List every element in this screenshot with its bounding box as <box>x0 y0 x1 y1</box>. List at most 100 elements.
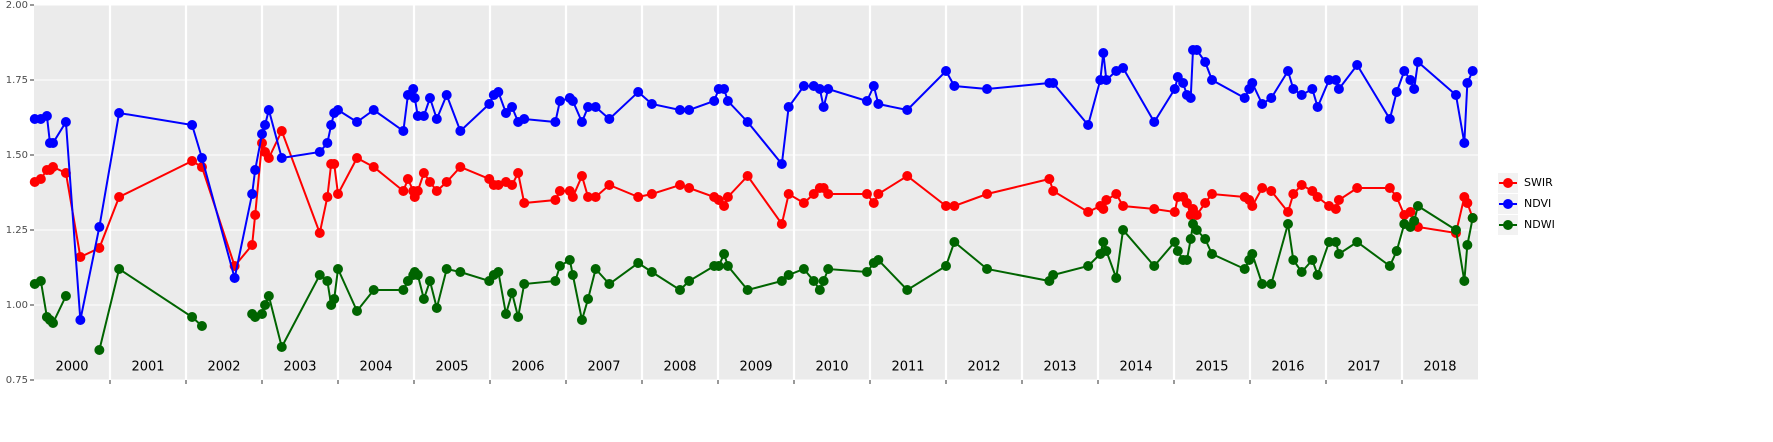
point <box>507 180 518 190</box>
point <box>187 156 198 166</box>
legend-label: NDVI <box>1524 197 1551 210</box>
point <box>326 120 337 130</box>
y-tick-label: 1.50 <box>6 150 28 161</box>
point <box>1384 261 1395 271</box>
point <box>333 264 343 274</box>
point <box>646 189 657 199</box>
point <box>431 114 442 124</box>
point <box>329 159 340 169</box>
point <box>1169 237 1180 247</box>
point <box>1462 198 1473 208</box>
point <box>1200 57 1211 67</box>
point <box>564 255 575 265</box>
point <box>1247 78 1258 88</box>
point <box>550 195 561 205</box>
point <box>500 309 511 319</box>
year-label: 2010 <box>815 360 848 375</box>
point <box>742 171 753 181</box>
point <box>60 291 71 301</box>
point <box>1101 195 1112 205</box>
point <box>567 96 578 106</box>
point <box>1149 204 1160 214</box>
point <box>1399 66 1410 76</box>
point <box>1462 240 1473 250</box>
point <box>1412 201 1423 211</box>
point <box>60 117 71 127</box>
point <box>1200 234 1211 244</box>
point <box>722 192 733 202</box>
point <box>1450 90 1461 100</box>
point <box>567 270 578 280</box>
point <box>276 126 287 136</box>
point <box>1384 183 1395 193</box>
point <box>507 102 518 112</box>
point <box>646 99 657 109</box>
point <box>1296 90 1307 100</box>
point <box>1459 138 1470 148</box>
point <box>1247 249 1258 259</box>
point <box>1296 267 1307 277</box>
point <box>333 105 343 115</box>
point <box>808 189 819 199</box>
point <box>941 66 951 76</box>
point <box>257 138 267 148</box>
year-label: 2004 <box>359 360 392 375</box>
year-label: 2000 <box>55 360 88 375</box>
point <box>1083 207 1094 217</box>
point <box>902 105 913 115</box>
year-label: 2012 <box>967 360 1000 375</box>
point <box>1330 204 1341 214</box>
point <box>48 318 58 328</box>
y-tick-label: 1.00 <box>6 300 28 311</box>
legend-point <box>1503 178 1513 188</box>
point <box>455 162 466 172</box>
point <box>75 252 86 262</box>
point <box>187 120 198 130</box>
point <box>441 177 452 187</box>
point <box>1257 183 1268 193</box>
point <box>1405 75 1416 85</box>
year-label: 2008 <box>663 360 696 375</box>
point <box>247 240 258 250</box>
point <box>982 84 993 94</box>
point <box>322 276 333 286</box>
point <box>1185 93 1196 103</box>
point <box>1083 120 1094 130</box>
point <box>1181 255 1192 265</box>
point <box>484 99 495 109</box>
point <box>519 114 530 124</box>
point <box>1098 237 1109 247</box>
point <box>1296 180 1307 190</box>
y-tick-label: 1.25 <box>6 225 28 236</box>
point <box>646 267 657 277</box>
year-label: 2001 <box>131 360 164 375</box>
point <box>1450 225 1461 235</box>
point <box>1118 63 1129 73</box>
point <box>1207 249 1217 259</box>
point <box>1352 60 1363 70</box>
point <box>1352 237 1363 247</box>
point <box>398 186 409 196</box>
point <box>1312 270 1323 280</box>
point <box>94 222 105 232</box>
point <box>1467 213 1478 223</box>
year-label: 2003 <box>283 360 316 375</box>
year-label: 2018 <box>1423 360 1456 375</box>
point <box>94 243 105 253</box>
point <box>60 168 71 178</box>
point <box>1412 57 1423 67</box>
point <box>1185 234 1196 244</box>
point <box>418 294 429 304</box>
point <box>776 219 787 229</box>
point <box>941 201 951 211</box>
point <box>1409 84 1420 94</box>
point <box>873 189 884 199</box>
point <box>402 174 413 184</box>
point <box>808 276 819 286</box>
point <box>418 111 429 121</box>
point <box>675 105 685 115</box>
point <box>412 186 423 196</box>
point <box>1391 192 1402 202</box>
point <box>1384 114 1395 124</box>
point <box>431 303 442 313</box>
